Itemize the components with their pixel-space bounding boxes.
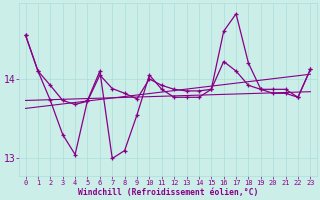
X-axis label: Windchill (Refroidissement éolien,°C): Windchill (Refroidissement éolien,°C) <box>78 188 258 197</box>
